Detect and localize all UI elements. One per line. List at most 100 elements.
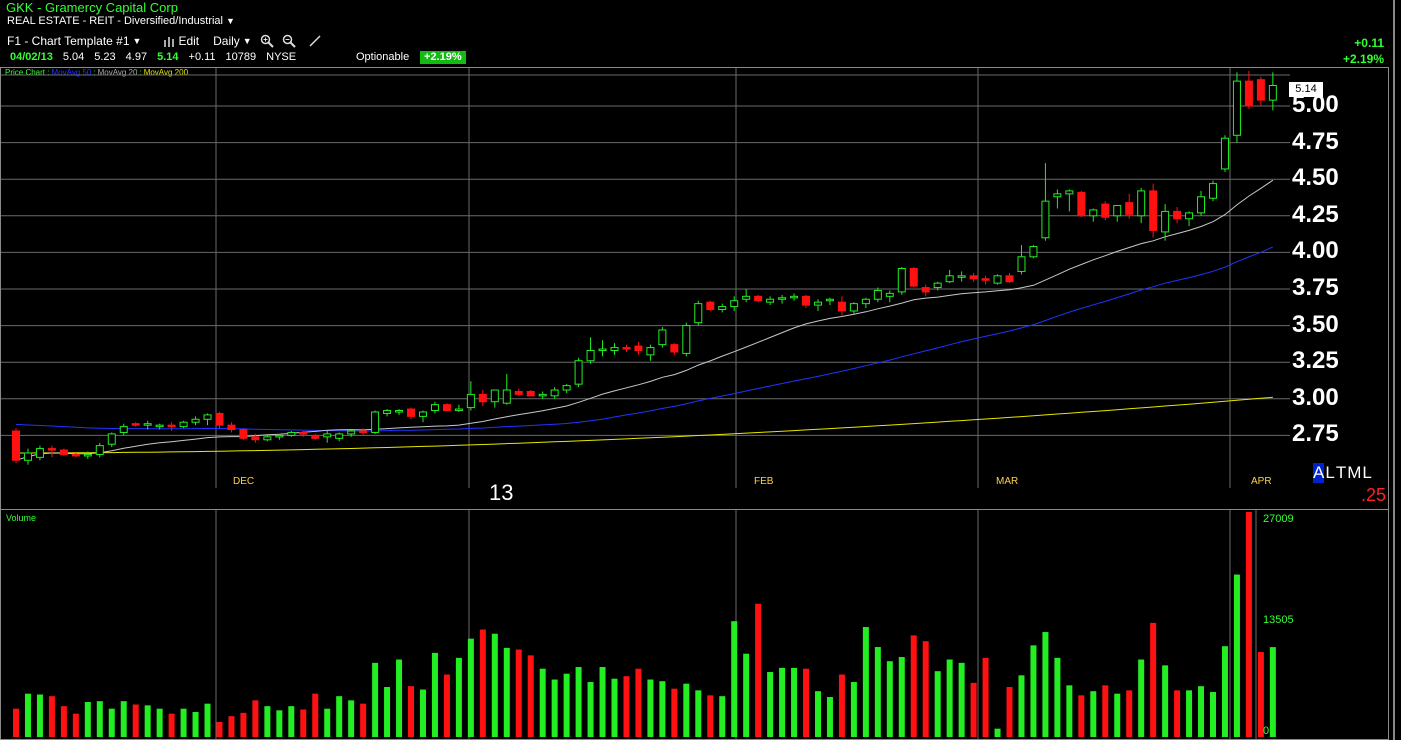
candle-body-up: [383, 410, 392, 414]
timeframe-l2[interactable]: L: [1362, 463, 1372, 482]
volume-bar: [240, 712, 247, 737]
volume-bar: [671, 688, 678, 737]
candle-body-up: [574, 360, 583, 385]
candle-body-up: [658, 329, 667, 346]
candle-body-up: [897, 268, 906, 293]
period-dropdown[interactable]: Daily ▼: [213, 34, 252, 48]
volume-bar: [324, 708, 331, 737]
period-label: Daily: [213, 34, 240, 48]
candle-body-up: [430, 404, 439, 412]
volume-bar: [1257, 652, 1264, 737]
volume-bar: [1006, 687, 1013, 737]
right-change: +0.11: [1354, 36, 1384, 50]
candle-body-up: [885, 292, 894, 297]
volume-bar: [946, 659, 953, 737]
volume-bar: [1030, 645, 1037, 737]
legend-ma50[interactable]: MovAvg 50: [51, 68, 92, 77]
legend-ma200[interactable]: MovAvg 200: [143, 68, 189, 77]
volume-bar: [850, 682, 857, 737]
timeframe-l[interactable]: L: [1325, 463, 1335, 482]
candle-body-up: [418, 411, 427, 417]
candle-body-down: [837, 301, 846, 312]
candle-body-up: [718, 306, 727, 310]
timeframe-t[interactable]: T: [1335, 463, 1347, 482]
candle-body-up: [179, 421, 188, 428]
candle-body-up: [454, 408, 463, 412]
candle-body-up: [766, 298, 775, 303]
zoom-in-button[interactable]: [260, 34, 274, 48]
volume-bar: [24, 693, 31, 737]
volume-bar: [1269, 647, 1276, 737]
sector-dropdown[interactable]: REAL ESTATE - REIT - Diversified/Industr…: [7, 15, 235, 27]
volume-bar: [647, 679, 654, 737]
volume-bar: [1018, 675, 1025, 737]
volume-bar: [922, 641, 929, 737]
candle-body-up: [1232, 80, 1241, 136]
legend-ma20[interactable]: MovAvg 20: [97, 68, 138, 77]
candle-body-up: [873, 289, 882, 300]
zoom-out-button[interactable]: [282, 34, 296, 48]
candle-body-up: [287, 431, 296, 436]
volume-bar: [731, 621, 738, 737]
volume-bar: [779, 667, 786, 737]
candle-body-up: [993, 275, 1002, 284]
candle-body-down: [227, 424, 236, 431]
volume-bar: [431, 652, 438, 737]
candle-body-up: [730, 300, 739, 308]
volume-bar: [910, 635, 917, 737]
timeframe-selector: A L T M L: [1313, 463, 1372, 483]
sector-label: REAL ESTATE - REIT - Diversified/Industr…: [7, 15, 223, 27]
edit-button[interactable]: Edit: [163, 34, 199, 48]
candle-body-up: [83, 453, 92, 457]
volume-bar: [1198, 686, 1205, 737]
price-increment: .25: [1361, 485, 1387, 505]
volume-bar: [1114, 693, 1121, 737]
candle-body-up: [23, 452, 32, 461]
volume-bar: [204, 703, 211, 737]
candle-body-down: [622, 347, 631, 350]
timeframe-a[interactable]: A: [1313, 463, 1325, 483]
quote-exchange: NYSE: [266, 51, 297, 63]
quote-date: 04/02/13: [10, 51, 53, 63]
volume-bar: [348, 700, 355, 737]
price-tick-label: 3.50: [1292, 310, 1339, 338]
volume-bar: [803, 668, 810, 737]
volume-bar: [958, 662, 965, 737]
month-label-dec: DEC: [233, 476, 255, 487]
volume-bar: [1078, 695, 1085, 737]
candle-body-up: [371, 411, 380, 433]
volume-bar: [611, 678, 618, 737]
volume-bar: [575, 667, 582, 737]
volume-bar: [479, 629, 486, 737]
volume-bar: [599, 667, 606, 737]
volume-bar: [408, 686, 415, 737]
candle-body-up: [813, 301, 822, 306]
ma200-line: [16, 396, 1273, 454]
candle-body-up: [1017, 256, 1026, 272]
candle-body-up: [143, 423, 152, 426]
legend-price-chart[interactable]: Price Chart :: [5, 68, 50, 77]
volume-bar: [132, 704, 139, 737]
indicator-legend: Price Chart : MovAvg 50 : MovAvg 20 : Mo…: [5, 68, 188, 77]
candle-body-up: [849, 303, 858, 312]
volume-bar: [300, 709, 307, 737]
volume-bar: [228, 716, 235, 737]
candle-body-down: [442, 404, 451, 412]
legend-sep: :: [139, 68, 142, 77]
volume-bar: [515, 649, 522, 737]
draw-tool-button[interactable]: [308, 34, 322, 48]
ticker-title: GKK - Gramercy Capital Corp: [6, 0, 178, 15]
candle-body-down: [634, 345, 643, 351]
volume-bar: [60, 706, 67, 737]
volume-bar: [994, 728, 1001, 737]
candle-body-up: [957, 275, 966, 278]
timeframe-m[interactable]: M: [1347, 463, 1362, 482]
candle-body-up: [1268, 85, 1277, 101]
template-dropdown[interactable]: F1 - Chart Template #1 ▼: [7, 34, 141, 48]
volume-bar: [288, 706, 295, 737]
candle-body-down: [311, 434, 320, 439]
volume-bar: [791, 667, 798, 737]
quote-volume: 10789: [225, 51, 257, 63]
candle-body-down: [251, 436, 260, 441]
